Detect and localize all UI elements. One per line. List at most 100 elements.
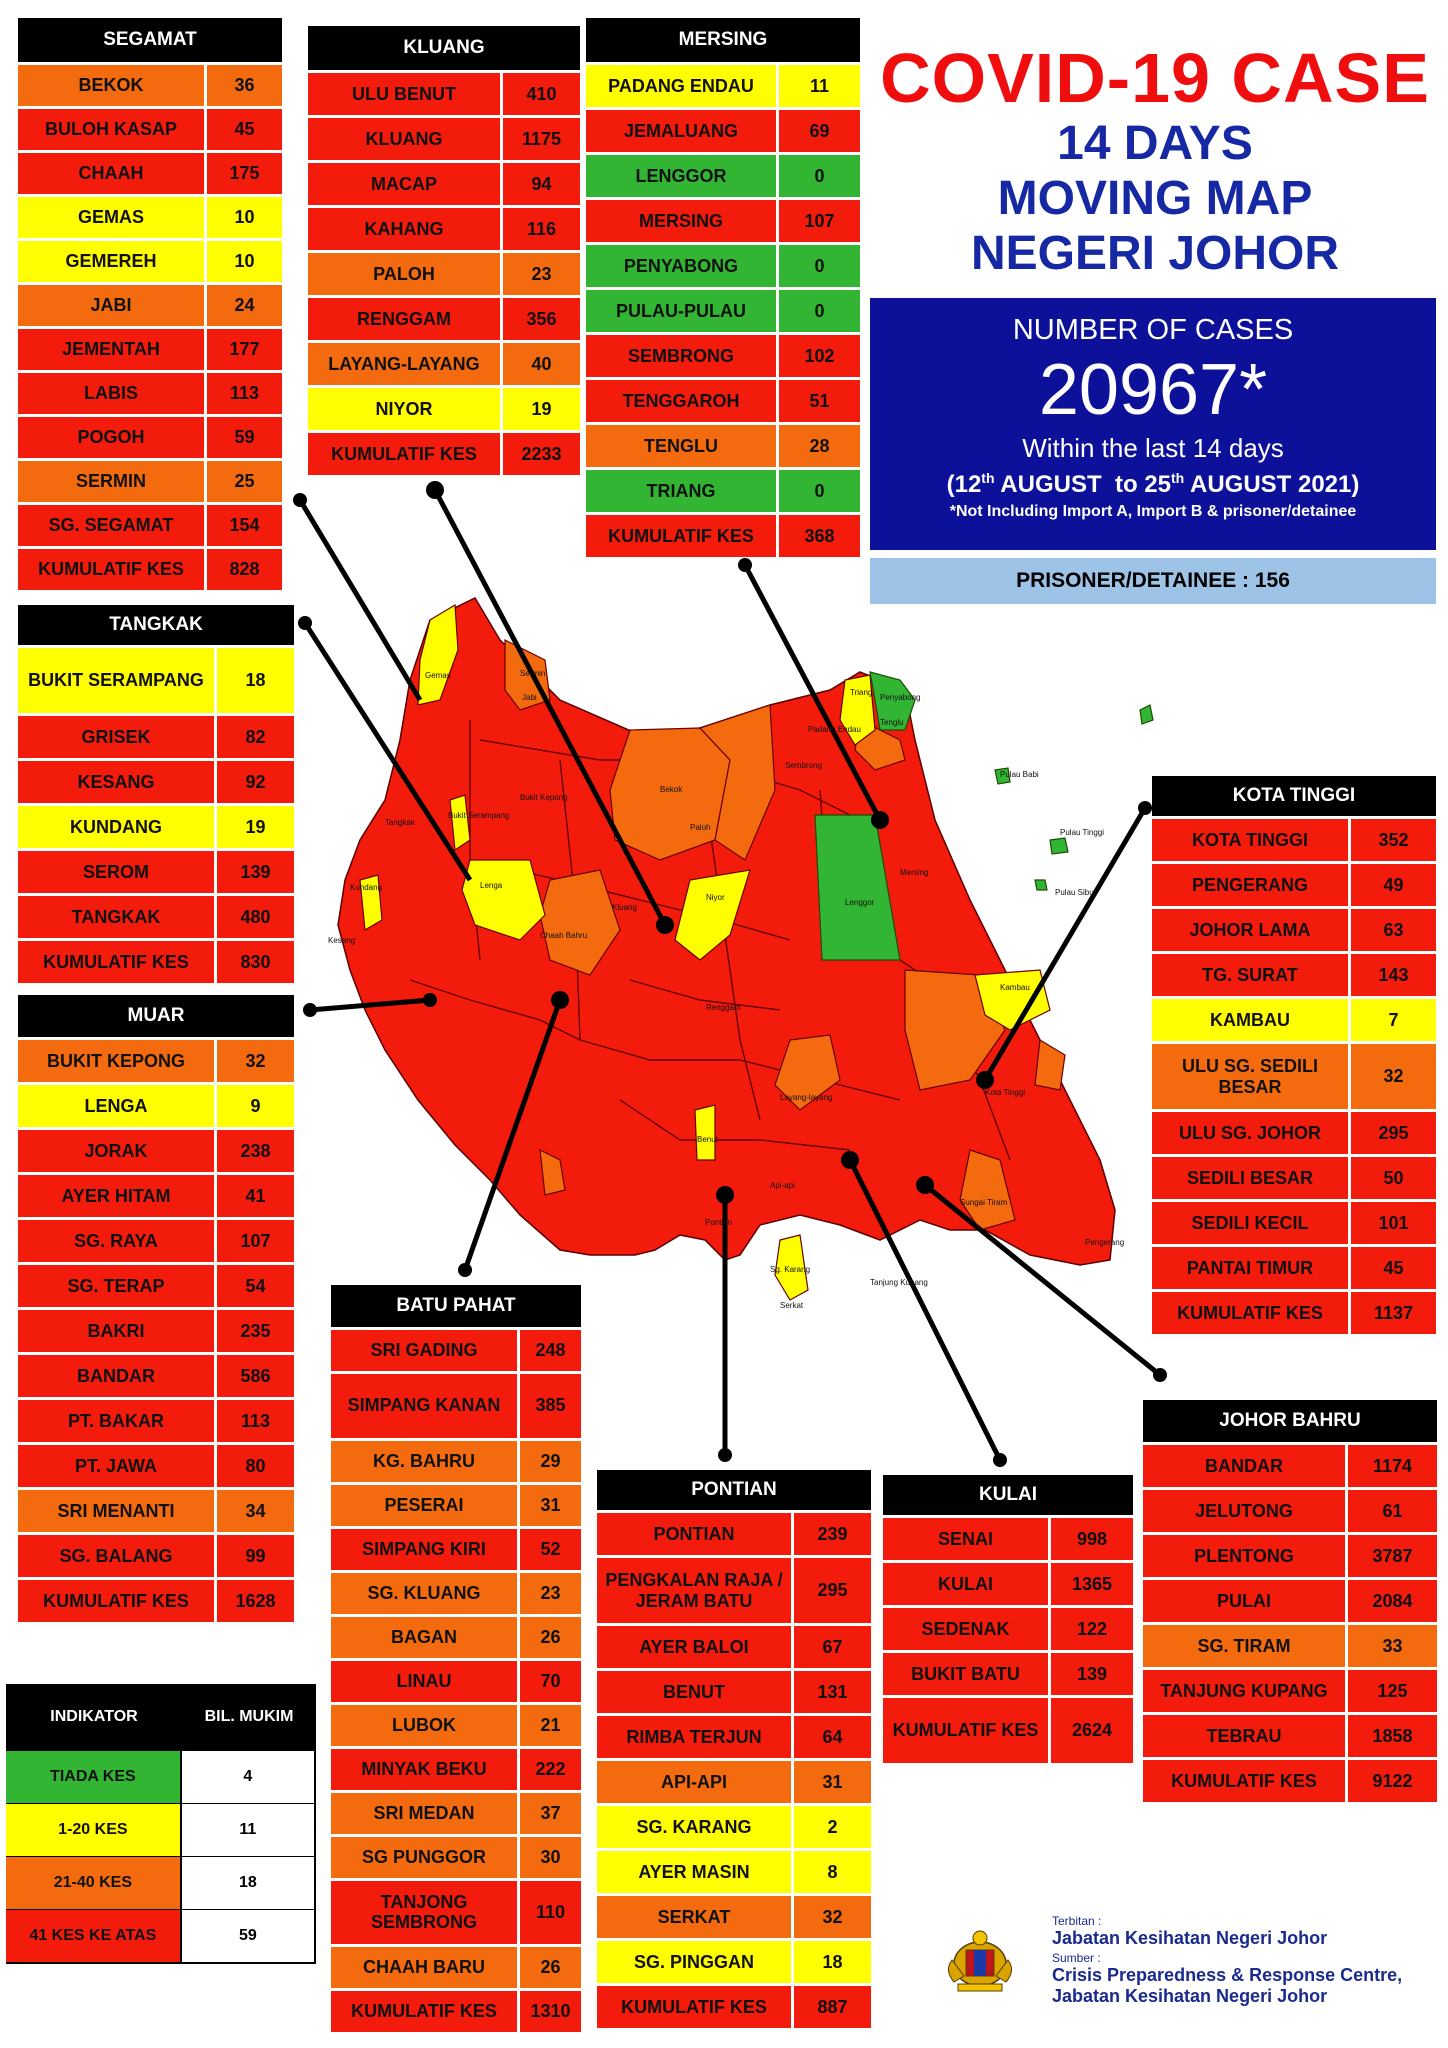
mukim-cases: 80	[217, 1445, 294, 1487]
mukim-cases: 26	[520, 1616, 581, 1658]
mukim-cases: 385	[520, 1374, 581, 1438]
legend-indicator: 41 KES KE ATAS	[6, 1910, 180, 1962]
mukim-name: TG. SURAT	[1152, 954, 1348, 996]
mukim-row: ULU SG. JOHOR 295	[1152, 1112, 1436, 1155]
mukim-row: PULAU-PULAU 0	[586, 290, 860, 332]
mukim-cases: 41	[217, 1175, 294, 1217]
mukim-name: TRIANG	[586, 470, 776, 512]
mukim-row: POGOH 59	[18, 417, 282, 458]
mukim-cases: 51	[779, 380, 860, 422]
cases-summary-box: NUMBER OF CASES 20967* Within the last 1…	[870, 298, 1436, 550]
mukim-name: SG. KARANG	[597, 1806, 791, 1849]
sumber-text-1: Crisis Preparedness & Response Centre,	[1052, 1965, 1403, 1985]
mukim-cases: 63	[1351, 909, 1436, 951]
mukim-row: ULU BENUT 410	[308, 73, 580, 115]
mukim-cases: 24	[207, 285, 282, 326]
district-panel-kulai: KULAI SENAI 998 KULAI 1365 SEDENAK 122 BUKIT BA…	[883, 1475, 1133, 1764]
mukim-cases: 92	[217, 761, 294, 804]
mukim-cases: 10	[207, 197, 282, 238]
mukim-cases: 34	[217, 1490, 294, 1532]
mukim-row: PALOH 23	[308, 253, 580, 295]
legend-table: INDIKATOR BIL. MUKIM TIADA KES 4 1-20 KES 1…	[6, 1684, 316, 1964]
mukim-cases: 18	[794, 1941, 871, 1984]
mukim-row: TEBRAU 1858	[1143, 1715, 1437, 1757]
legend-rows: TIADA KES 4 1-20 KES 11 21-40 KES 18 41 KES KE…	[6, 1750, 316, 1964]
mukim-row: API-API 31	[597, 1761, 871, 1804]
mukim-cases: 9122	[1348, 1760, 1437, 1802]
mukim-name: SEDENAK	[883, 1608, 1048, 1650]
district-header: JOHOR BAHRU	[1143, 1400, 1437, 1442]
mukim-name: JEMALUANG	[586, 110, 776, 152]
mukim-cases: 107	[779, 200, 860, 242]
legend-indicator: 1-20 KES	[6, 1804, 180, 1856]
mukim-cases: 50	[1351, 1157, 1436, 1200]
mukim-row: BAGAN 26	[331, 1616, 581, 1658]
mukim-cases: 64	[794, 1716, 871, 1759]
mukim-name: KUMULATIF KES	[18, 549, 204, 590]
mukim-cases: 235	[217, 1310, 294, 1352]
district-header: MERSING	[586, 18, 860, 62]
mukim-cases: 222	[520, 1748, 581, 1790]
mukim-cases: 36	[207, 65, 282, 106]
mukim-row: PONTIAN 239	[597, 1513, 871, 1555]
mukim-row: SRI MEDAN 37	[331, 1792, 581, 1834]
mukim-cases: 94	[503, 163, 580, 205]
mukim-row: SRI MENANTI 34	[18, 1490, 294, 1532]
mukim-cases: 32	[1351, 1044, 1436, 1110]
mukim-row: TANGKAK 480	[18, 896, 294, 939]
subtitle-line-2: MOVING MAP	[997, 172, 1313, 225]
terbitan-label: Terbitan :	[1052, 1914, 1102, 1928]
mukim-cases: 61	[1348, 1490, 1437, 1532]
mukim-name: LUBOK	[331, 1704, 517, 1746]
mukim-row: RENGGAM 356	[308, 298, 580, 340]
district-header: PONTIAN	[597, 1470, 871, 1510]
mukim-row: PENYABONG 0	[586, 245, 860, 287]
mukim-row: JEMENTAH 177	[18, 329, 282, 370]
legend-indicator: 21-40 KES	[6, 1857, 180, 1909]
mukim-cases: 175	[207, 153, 282, 194]
mukim-name: PLENTONG	[1143, 1535, 1345, 1577]
mukim-name: PT. JAWA	[18, 1445, 214, 1487]
map-label-pulaubabi: Pulau Babi	[1000, 770, 1039, 779]
map-label-apiapi: Api-api	[770, 1181, 795, 1190]
mukim-name: CHAAH	[18, 153, 204, 194]
mukim-name: GEMEREH	[18, 241, 204, 282]
mukim-cases: 2624	[1051, 1698, 1133, 1764]
map-label-renggam: Renggam	[706, 1003, 741, 1012]
map-label-tenglu: Tenglu	[880, 718, 904, 727]
mukim-cases: 2084	[1348, 1580, 1437, 1622]
mukim-name: SG. RAYA	[18, 1220, 214, 1262]
legend-col-indikator: INDIKATOR	[50, 1708, 138, 1725]
mukim-name: BANDAR	[1143, 1445, 1345, 1487]
mukim-cases: 7	[1351, 999, 1436, 1041]
map-label-bkepong: Bukit Kepong	[520, 793, 568, 802]
mukim-cases: 1628	[217, 1580, 294, 1622]
mukim-row: SEROM 139	[18, 851, 294, 894]
mukim-name: KUMULATIF KES	[597, 1986, 791, 2029]
mukim-cases: 69	[779, 110, 860, 152]
footer-credits: Terbitan : Jabatan Kesihatan Negeri Joho…	[1052, 1914, 1442, 2007]
district-panel-batu-pahat: BATU PAHAT SRI GADING 248 SIMPANG KANAN 385 K…	[331, 1285, 581, 2033]
mukim-name: BEKOK	[18, 65, 204, 106]
mukim-name: PALOH	[308, 253, 500, 295]
mukim-row: KULAI 1365	[883, 1563, 1133, 1605]
mukim-row: KUMULATIF KES 1628	[18, 1580, 294, 1622]
mukim-cases: 139	[1051, 1653, 1133, 1695]
mukim-name: BUKIT BATU	[883, 1653, 1048, 1695]
map-label-tkupang: Tanjung Kupang	[870, 1278, 928, 1287]
mukim-row: MINYAK BEKU 222	[331, 1748, 581, 1790]
cases-period: (12th AUGUST to 25th AUGUST 2021)	[870, 470, 1436, 499]
mukim-cases: 139	[217, 851, 294, 894]
mukim-name: KG. BAHRU	[331, 1440, 517, 1482]
district-panel-pontian: PONTIAN PONTIAN 239 PENGKALAN RAJA / JERAM …	[597, 1470, 871, 2029]
map-label-bekok: Bekok	[660, 785, 683, 794]
mukim-name: API-API	[597, 1761, 791, 1804]
mukim-name: SG. KLUANG	[331, 1572, 517, 1614]
mukim-row: BANDAR 1174	[1143, 1445, 1437, 1487]
mukim-name: POGOH	[18, 417, 204, 458]
mukim-row: SEDILI KECIL 101	[1152, 1202, 1436, 1245]
district-header: KOTA TINGGI	[1152, 776, 1436, 816]
mukim-row: SENAI 998	[883, 1518, 1133, 1560]
mukim-name: TENGLU	[586, 425, 776, 467]
legend-header: INDIKATOR BIL. MUKIM	[6, 1684, 316, 1750]
